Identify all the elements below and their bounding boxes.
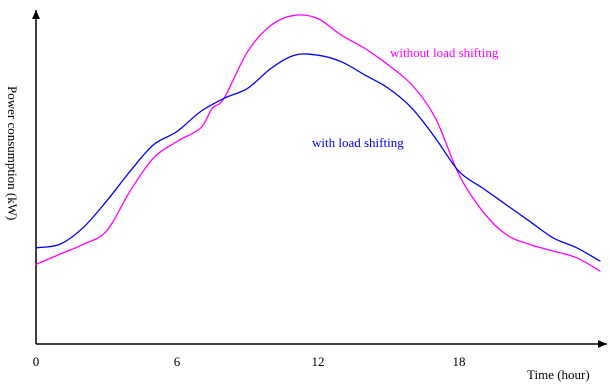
x-tick-label: 18 [453, 354, 466, 369]
x-tick-labels: 0 6 12 18 [33, 354, 466, 369]
legend-label-without-load-shifting: without load shifting [390, 45, 499, 60]
x-tick-label: 6 [174, 354, 181, 369]
x-axis-label: Time (hour) [527, 367, 590, 382]
series-line-without-load-shifting [35, 14, 601, 272]
series-lines [35, 14, 601, 272]
legend-label-with-load-shifting: with load shifting [312, 135, 404, 150]
y-axis-label: Power consumption (kW) [5, 86, 20, 220]
x-tick-label: 0 [33, 354, 40, 369]
series-line-with-load-shifting [35, 53, 601, 262]
x-tick-label: 12 [312, 354, 325, 369]
